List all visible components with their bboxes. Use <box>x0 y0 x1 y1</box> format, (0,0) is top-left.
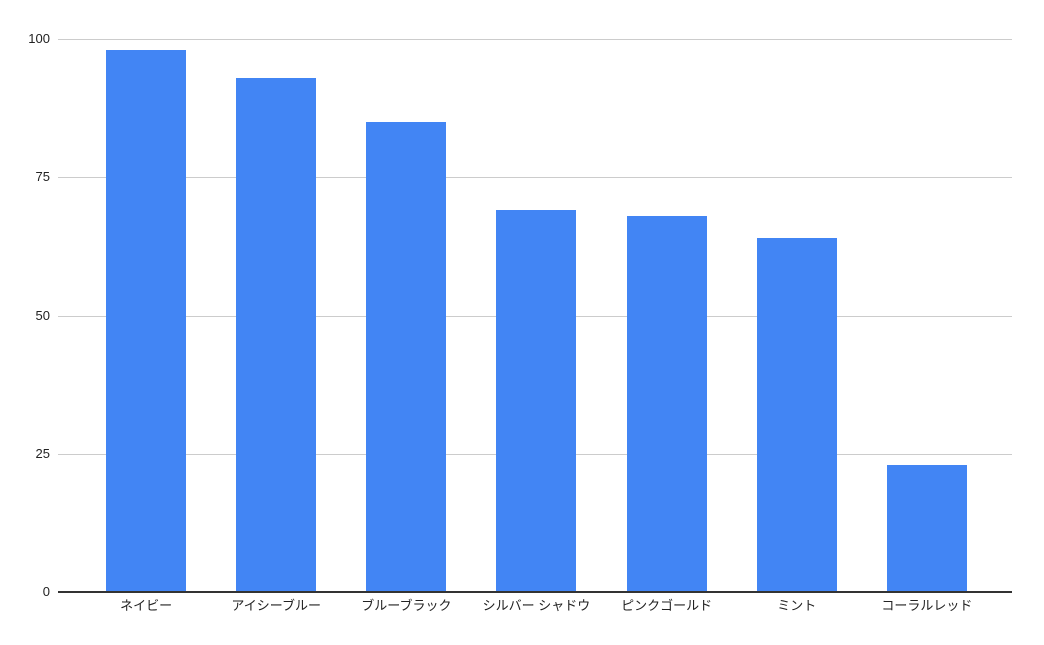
bar-slot <box>862 39 992 592</box>
bar-slot <box>81 39 211 592</box>
x-axis-labels: ネイビー アイシーブルー ブルーブラック シルバー シャドウ ピンクゴールド ミント コーラ… <box>81 598 992 614</box>
bar <box>886 464 967 592</box>
y-tick-label: 75 <box>35 169 50 185</box>
bar <box>236 77 317 592</box>
x-category-label: コーラルレッド <box>881 598 973 613</box>
bar-slot <box>211 39 341 592</box>
x-category-label: ミント <box>777 598 817 613</box>
bar <box>106 50 187 592</box>
plot-area <box>58 39 1012 593</box>
bar <box>756 238 837 592</box>
bar <box>626 215 707 592</box>
bar-slot <box>602 39 732 592</box>
bar-slot <box>732 39 862 592</box>
x-category-label: ブルーブラック <box>361 598 452 613</box>
x-axis-line <box>58 591 1012 593</box>
bars-container <box>81 39 992 592</box>
y-tick-label: 0 <box>42 584 50 599</box>
y-tick-label: 25 <box>35 445 50 461</box>
bar-slot <box>471 39 601 592</box>
x-category-label: ネイビー <box>120 598 173 613</box>
bar-slot <box>341 39 471 592</box>
x-category-label: シルバー シャドウ <box>482 598 591 613</box>
y-tick-label: 100 <box>28 31 50 46</box>
bar <box>496 210 577 592</box>
y-tick-label: 50 <box>35 307 50 323</box>
x-category-label: ピンクゴールド <box>621 598 713 613</box>
bar <box>366 121 447 592</box>
x-category-label: アイシーブルー <box>231 598 321 613</box>
gridline-100 <box>58 39 1012 40</box>
gridline-75 <box>58 177 1012 179</box>
